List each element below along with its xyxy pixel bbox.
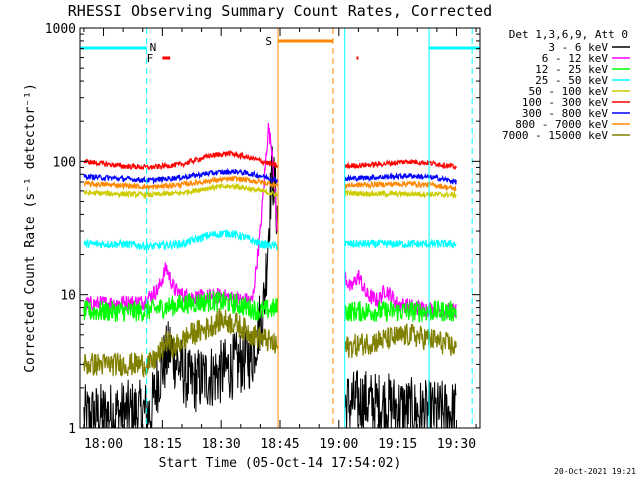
x-tick-label-1: 18:15 xyxy=(143,437,182,452)
legend-entry-label: 3 - 6 keV xyxy=(548,41,608,54)
y-tick-label-2: 100 xyxy=(53,155,76,170)
series-100-300-kev-line-a xyxy=(83,149,279,171)
series-12-25-kev-line-a xyxy=(83,290,279,323)
plot-area: NF S 1 10 100 1000 18:00 18:15 18:30 18:45 19:00 19… xyxy=(45,22,481,452)
legend-entry-label: 100 - 300 keV xyxy=(522,96,608,109)
chart-title: RHESSI Observing Summary Count Rates, Co… xyxy=(68,2,492,20)
legend-entry-label: 25 - 50 keV xyxy=(535,74,608,87)
legend-entry-label: 6 - 12 keV xyxy=(542,52,609,65)
series-300-800-kev-line-b xyxy=(344,172,457,185)
x-axis-label: Start Time (05-Oct-14 17:54:02) xyxy=(159,456,402,471)
series-100-300-kev-line-b xyxy=(344,159,457,170)
x-tick-label-2: 18:30 xyxy=(202,437,241,452)
series-25-50-kev-line-a xyxy=(83,229,279,251)
annotation-saa-label: S xyxy=(265,35,272,48)
series-3-6-kev-line-b xyxy=(344,370,457,430)
y-tick-label-1: 10 xyxy=(60,289,76,304)
series-7000-15000-kev-line-b xyxy=(344,323,457,359)
x-tick-label-0: 18:00 xyxy=(84,437,123,452)
legend-entry-label: 800 - 7000 keV xyxy=(515,118,608,131)
series-50-100-kev-line-a xyxy=(83,182,278,200)
x-tick-label-5: 19:15 xyxy=(378,437,417,452)
series-300-800-kev-line-a xyxy=(83,167,279,185)
series-800-7000-kev-line-a xyxy=(83,175,279,191)
series-7000-15000-kev-line-a xyxy=(83,308,279,379)
legend-entry-label: 7000 - 15000 keV xyxy=(502,129,608,142)
timestamp: 20-Oct-2021 19:21 xyxy=(554,467,636,476)
series-6-12-kev-line-a xyxy=(83,122,279,313)
series-800-7000-kev-line-b xyxy=(344,180,457,192)
x-tick-label-4: 19:00 xyxy=(319,437,358,452)
legend-entry-label: 12 - 25 keV xyxy=(535,63,608,76)
y-tick-label-0: 1 xyxy=(68,422,76,437)
y-axis-label: Corrected Count Rate (s⁻¹ detector⁻¹) xyxy=(23,83,38,373)
x-tick-label-3: 18:45 xyxy=(260,437,299,452)
series-12-25-kev-line-b xyxy=(344,300,457,323)
x-tick-label-6: 19:30 xyxy=(437,437,476,452)
series-25-50-kev-line-b xyxy=(344,238,457,249)
annotation-flag-label: F xyxy=(147,52,154,65)
y-tick-label-3: 1000 xyxy=(45,22,76,37)
annotation-night-label: N xyxy=(150,41,157,54)
series-50-100-kev-line-b xyxy=(344,188,457,200)
legend-entry-label: 300 - 800 keV xyxy=(522,107,608,120)
legend-entry-label: 50 - 100 keV xyxy=(529,85,609,98)
legend-header: Det 1,3,6,9, Att 0 xyxy=(509,28,628,41)
